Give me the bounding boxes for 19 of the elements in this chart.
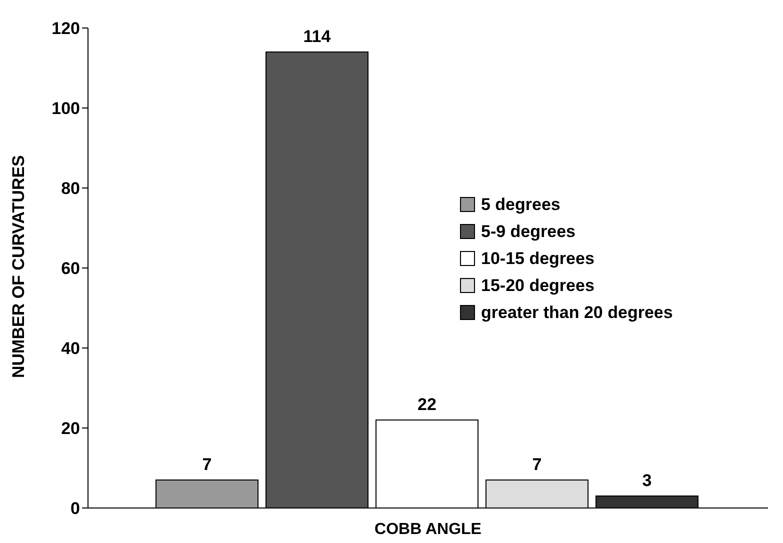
y-tick-label: 80 (61, 179, 80, 198)
y-tick-label: 60 (61, 259, 80, 278)
data-label: 22 (418, 395, 436, 414)
legend-label: 10-15 degrees (481, 248, 594, 268)
y-axis-title: NUMBER OF CURVATURES (9, 155, 28, 378)
y-tick-label: 100 (52, 99, 80, 118)
legend-label: greater than 20 degrees (481, 302, 673, 322)
x-axis-title: COBB ANGLE (374, 521, 482, 538)
data-label: 7 (202, 455, 212, 474)
legend-label: 5 degrees (481, 194, 560, 214)
legend-label: 5-9 degrees (481, 222, 576, 242)
y-tick-label: 40 (61, 339, 80, 358)
y-tick-label: 0 (70, 499, 80, 518)
y-tick-label: 20 (61, 419, 80, 438)
data-label: 3 (642, 471, 652, 490)
legend-label: 15-20 degrees (481, 276, 594, 296)
y-tick-label: 120 (52, 19, 80, 38)
data-label: 7 (532, 455, 542, 474)
data-label: 114 (303, 27, 332, 46)
